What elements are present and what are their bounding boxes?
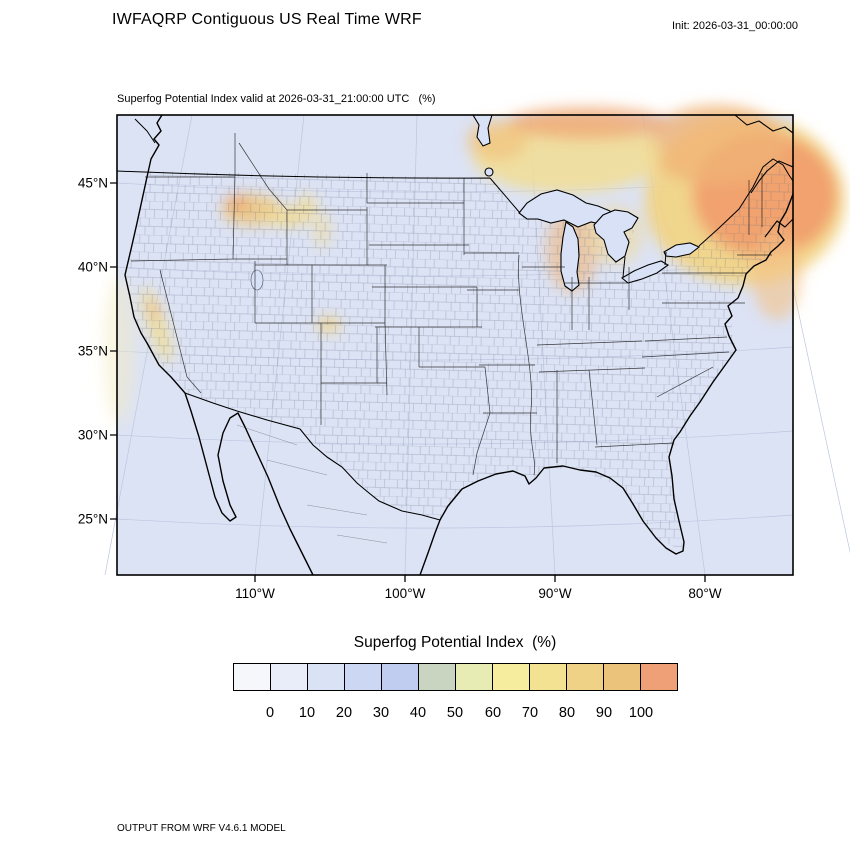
us-mexico-border [184,392,441,521]
state-borders [130,133,772,476]
lake-erie [621,260,670,284]
lat-tick-label: 25°N [77,511,108,527]
lon-tick-label: 110°W [235,586,275,601]
lat-tick-label: 40°N [77,259,108,275]
colorbar-tick-label: 80 [558,705,576,721]
legend-title: Superfog Potential Index (%) [353,634,557,651]
us-canada-border [116,158,794,278]
colorbar-tick-label: 100 [628,705,654,721]
colorbar-cell [344,663,382,691]
colorbar-cell [270,663,308,691]
st-lawrence-gulf-coast [734,114,794,134]
mexico-internal-borders [236,424,388,544]
colorbar-cell [381,663,419,691]
lon-tick-label: 100°W [384,586,426,601]
colorbar-cell [455,663,493,691]
colorbar-tick-label: 20 [335,705,353,721]
colorbar-tick-label: 10 [298,705,316,721]
map-frame [116,114,794,576]
lake-huron [593,209,639,263]
great-salt-lake [250,269,264,291]
nova-scotia-coast [764,218,794,238]
colorbar-tick-label: 0 [265,705,275,721]
init-time-label: Init: 2026-03-31_00:00:00 [672,20,798,32]
colorbar-tick-label: 50 [446,705,464,721]
lake-michigan [560,221,580,292]
lon-tick-label: 80°W [688,586,722,601]
colorbar-tick-label: 70 [521,705,539,721]
footer-model-info: OUTPUT FROM WRF V4.6.1 MODEL WE = 580 ; … [117,794,510,850]
page-title: IWFAQRP Contiguous US Real Time WRF [112,11,422,28]
lat-tick-label: 35°N [77,343,108,359]
colorbar-tick-label: 30 [372,705,390,721]
lake-ontario [663,242,701,258]
lake-of-the-woods [484,167,494,177]
lat-tick-label: 30°N [77,427,108,443]
us-map-svg [103,105,850,582]
lat-tick-label: 45°N [77,175,108,191]
map-subtitle: Superfog Potential Index valid at 2026-0… [117,93,436,105]
vancouver-island-coast [134,118,156,144]
colorbar-cell [566,663,604,691]
international-borders [116,158,794,521]
colorbar-ticks: 0 10 20 30 40 50 60 70 80 90 100 [233,705,679,725]
colorbar-tick-label: 90 [595,705,613,721]
lakes [250,114,701,292]
colorbar-cell [640,663,678,691]
lon-tick-label: 90°W [538,586,572,601]
gulf-atlantic-coast [419,193,794,576]
lake-winnipeg [472,114,493,147]
colorbar-tick-label: 60 [484,705,502,721]
colorbar-cell [529,663,567,691]
new-brunswick-coast [750,160,794,194]
colorbar-cell [307,663,345,691]
colorbar-cell [418,663,456,691]
colorbar-tick-label: 40 [409,705,427,721]
pacific-mexico-coast [124,114,314,576]
axis-tick-marks [110,182,706,582]
footer-line1: OUTPUT FROM WRF V4.6.1 MODEL [117,823,286,834]
colorbar-cell [603,663,641,691]
colorbar [233,663,678,691]
wrf-map [103,105,850,582]
coastlines [124,114,794,576]
colorbar-cell [233,663,271,691]
colorbar-cell [492,663,530,691]
